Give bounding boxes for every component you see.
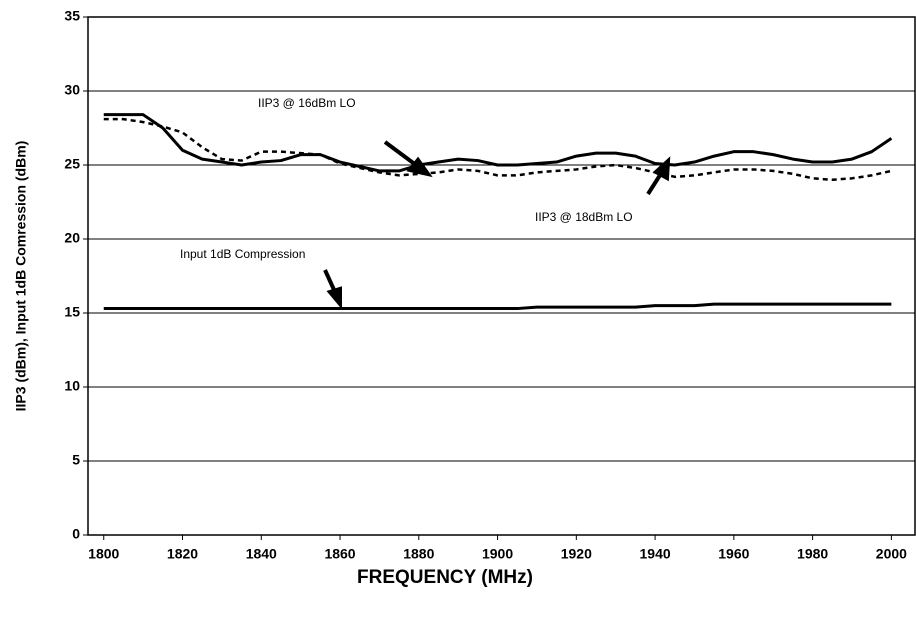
x-tick-label: 1900 [482, 546, 513, 562]
annotation: IIP3 @ 16dBm LO [258, 96, 356, 110]
x-tick-label: 1840 [246, 546, 277, 562]
arrow [323, 269, 337, 293]
plot-frame [87, 16, 916, 536]
series-line [103, 302, 892, 311]
y-tick-label: 15 [64, 304, 80, 320]
y-tick-label: 30 [64, 82, 80, 98]
arrow [383, 140, 418, 167]
x-tick-label: 1820 [167, 546, 198, 562]
y-tick-label: 25 [64, 156, 80, 172]
y-tick-label: 35 [64, 8, 80, 24]
x-tick-label: 2000 [876, 546, 907, 562]
x-tick-label: 1940 [640, 546, 671, 562]
x-tick-label: 1880 [403, 546, 434, 562]
y-tick-label: 5 [72, 452, 80, 468]
x-tick-label: 1980 [797, 546, 828, 562]
x-tick-label: 1860 [324, 546, 355, 562]
y-tick-label: 0 [72, 526, 80, 542]
annotation: Input 1dB Compression [180, 247, 305, 261]
series-line [103, 113, 893, 173]
y-axis-title: IIP3 (dBm), Input 1dB Comression (dBm) [13, 141, 29, 412]
arrow-head [326, 286, 342, 310]
x-tick-label: 1800 [88, 546, 119, 562]
x-tick-label: 1920 [561, 546, 592, 562]
series-line [103, 117, 892, 182]
x-tick-label: 1960 [718, 546, 749, 562]
y-tick-label: 10 [64, 378, 80, 394]
y-tick-label: 20 [64, 230, 80, 246]
x-axis-title: FREQUENCY (MHz) [357, 567, 533, 588]
annotation: IIP3 @ 18dBm LO [535, 210, 633, 224]
